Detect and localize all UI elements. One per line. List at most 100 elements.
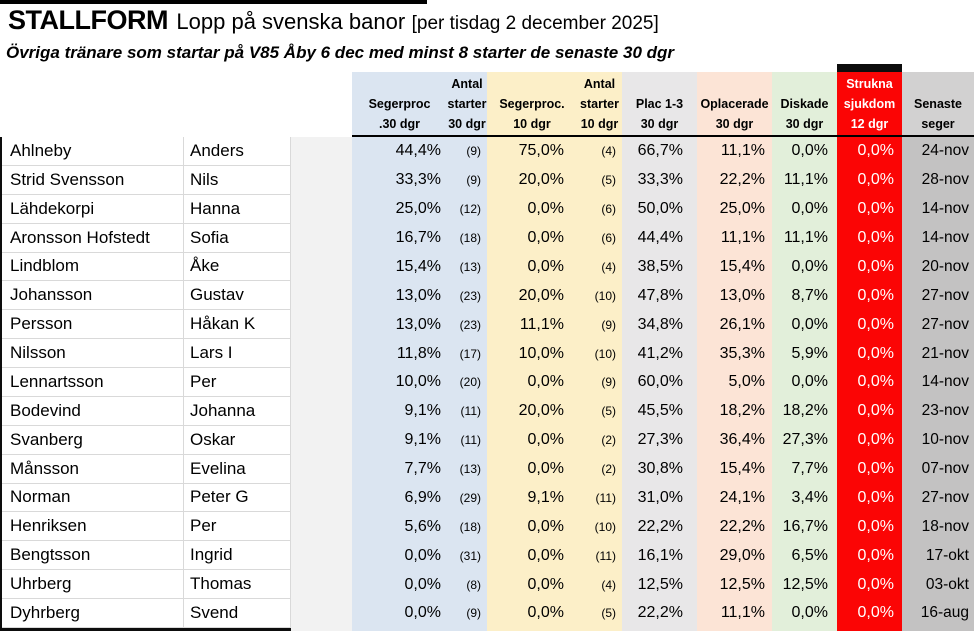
- column-stripe-senaste-header: [902, 72, 974, 137]
- cell-last-name: Bengtsson: [0, 541, 184, 571]
- header-row: Segerproc .30 dgr Antal starter 30 dgr S…: [352, 72, 974, 135]
- cell-strukna-sjukdom: 0,0%: [857, 142, 894, 160]
- cell-last-name: Svanberg: [0, 425, 184, 455]
- cell-plac-1-3: 34,8%: [637, 315, 683, 333]
- cell-oplacerade: 26,1%: [719, 315, 765, 333]
- cell-segerproc-30: 9,1%: [404, 431, 441, 449]
- cell-diskade: 12,5%: [782, 575, 828, 593]
- cell-strukna-sjukdom: 0,0%: [857, 286, 894, 304]
- cell-first-name: Svend: [184, 599, 291, 628]
- cell-segerproc-30: 16,7%: [395, 229, 441, 247]
- table-row: Lindblom Åke 15,4% (13) 0,0% (4) 38,5% 1…: [0, 252, 974, 282]
- cell-segerproc-10: 0,0%: [527, 200, 564, 218]
- table-row: Johansson Gustav 13,0% (23) 20,0% (10) 4…: [0, 281, 974, 311]
- cell-antal-starter-10: (10): [594, 288, 616, 303]
- cell-segerproc-30: 13,0%: [395, 315, 441, 333]
- cell-strukna-sjukdom: 0,0%: [857, 431, 894, 449]
- cell-first-name: Lars I: [184, 339, 291, 368]
- table-row: Persson Håkan K 13,0% (23) 11,1% (9) 34,…: [0, 310, 974, 340]
- cell-spacer: [291, 224, 352, 253]
- cell-senaste-seger: 03-okt: [925, 575, 969, 593]
- cell-segerproc-10: 0,0%: [527, 517, 564, 535]
- cell-segerproc-10: 20,0%: [518, 171, 564, 189]
- cell-oplacerade: 22,2%: [719, 517, 765, 535]
- cell-segerproc-10: 10,0%: [518, 344, 564, 362]
- strukna-top-rule: [837, 64, 902, 72]
- cell-antal-starter-10: (11): [595, 490, 616, 505]
- cell-segerproc-10: 0,0%: [527, 604, 564, 622]
- column-header-segerproc-10: Segerproc. 10 dgr: [499, 97, 565, 131]
- cell-diskade: 0,0%: [791, 315, 828, 333]
- page-title: STALLFORM Lopp på svenska banor [per tis…: [8, 5, 659, 36]
- cell-spacer: [291, 541, 352, 570]
- column-stripe-segerproc-30: [352, 72, 487, 631]
- cell-first-name: Ingrid: [184, 541, 291, 571]
- cell-plac-1-3: 33,3%: [637, 171, 683, 189]
- cell-strukna-sjukdom: 0,0%: [857, 402, 894, 420]
- title-date: [per tisdag 2 december 2025]: [411, 13, 659, 34]
- cell-antal-starter-30: (31): [459, 548, 481, 563]
- cell-strukna-sjukdom: 0,0%: [857, 517, 894, 535]
- cell-segerproc-10: 0,0%: [527, 373, 564, 391]
- cell-first-name: Åke: [184, 252, 291, 282]
- header-underline: [352, 135, 974, 137]
- column-header-plac-1-3: Plac 1-3 30 dgr: [635, 97, 684, 131]
- cell-antal-starter-30: (18): [459, 231, 481, 246]
- cell-senaste-seger: 18-nov: [921, 517, 969, 535]
- cell-first-name: Peter G: [184, 483, 291, 513]
- column-stripe-diskade: [772, 72, 837, 631]
- cell-first-name: Per: [184, 368, 291, 397]
- cell-antal-starter-10: (4): [601, 259, 616, 274]
- column-stripe-senaste-data: [902, 137, 974, 631]
- cell-segerproc-10: 0,0%: [527, 229, 564, 247]
- cell-segerproc-30: 0,0%: [404, 546, 441, 564]
- column-stripe-strukna: [837, 72, 902, 631]
- column-header-senaste-seger: Senaste seger: [914, 97, 962, 131]
- cell-antal-starter-30: (23): [459, 317, 481, 332]
- cell-oplacerade: 11,1%: [720, 142, 765, 160]
- column-header-strukna-sjukdom: Strukna sjukdom 12 dgr: [843, 77, 896, 131]
- cell-last-name: Uhrberg: [0, 570, 184, 599]
- cell-antal-starter-30: (23): [459, 288, 481, 303]
- cell-strukna-sjukdom: 0,0%: [857, 575, 894, 593]
- cell-diskade: 16,7%: [782, 517, 828, 535]
- table-row: Uhrberg Thomas 0,0% (8) 0,0% (4) 12,5% 1…: [0, 570, 974, 599]
- column-stripe-oplacerade: [697, 72, 772, 631]
- cell-first-name: Thomas: [184, 570, 291, 599]
- cell-antal-starter-30: (20): [459, 375, 481, 390]
- cell-diskade: 0,0%: [791, 200, 828, 218]
- cell-first-name: Håkan K: [184, 310, 291, 340]
- cell-segerproc-10: 0,0%: [527, 460, 564, 478]
- table-row: Månsson Evelina 7,7% (13) 0,0% (2) 30,8%…: [0, 454, 974, 484]
- cell-oplacerade: 15,4%: [719, 257, 765, 275]
- cell-last-name: Henriksen: [0, 512, 184, 542]
- table-row: Norman Peter G 6,9% (29) 9,1% (11) 31,0%…: [0, 483, 974, 513]
- cell-antal-starter-30: (9): [466, 173, 481, 188]
- cell-segerproc-30: 33,3%: [395, 171, 441, 189]
- table-row: Ahlneby Anders 44,4% (9) 75,0% (4) 66,7%…: [0, 137, 974, 166]
- column-header-antal-starter-30: Antal starter 30 dgr: [447, 77, 487, 131]
- cell-segerproc-30: 15,4%: [395, 257, 441, 275]
- title-text: Lopp på svenska banor: [176, 9, 406, 34]
- table-bottom-rule: [0, 628, 291, 631]
- title-brand: STALLFORM: [8, 5, 168, 35]
- cell-senaste-seger: 14-nov: [921, 229, 969, 247]
- cell-strukna-sjukdom: 0,0%: [857, 171, 894, 189]
- cell-spacer: [291, 310, 352, 339]
- cell-segerproc-30: 6,9%: [404, 488, 441, 506]
- cell-segerproc-10: 20,0%: [518, 286, 564, 304]
- cell-strukna-sjukdom: 0,0%: [857, 546, 894, 564]
- cell-spacer: [291, 281, 352, 310]
- cell-last-name: Strid Svensson: [0, 165, 184, 195]
- cell-diskade: 7,7%: [791, 460, 828, 478]
- cell-spacer: [291, 484, 352, 513]
- cell-diskade: 0,0%: [791, 604, 828, 622]
- table-left-rule: [0, 137, 2, 628]
- column-header-segerproc-30: Segerproc .30 dgr: [368, 97, 431, 131]
- column-header-oplacerade: Oplacerade 30 dgr: [700, 97, 769, 131]
- cell-segerproc-10: 0,0%: [527, 546, 564, 564]
- cell-first-name: Per: [184, 512, 291, 542]
- cell-spacer: [291, 455, 352, 484]
- cell-plac-1-3: 16,1%: [637, 546, 683, 564]
